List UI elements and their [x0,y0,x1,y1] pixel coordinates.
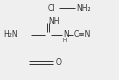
Text: N: N [63,30,69,40]
Text: H₂N: H₂N [3,30,18,40]
Text: NH: NH [48,17,59,26]
Text: H: H [63,38,67,43]
Text: C≡N: C≡N [73,30,91,40]
Text: NH₂: NH₂ [77,4,91,13]
Text: Cl: Cl [48,4,56,13]
Text: O: O [56,58,61,67]
